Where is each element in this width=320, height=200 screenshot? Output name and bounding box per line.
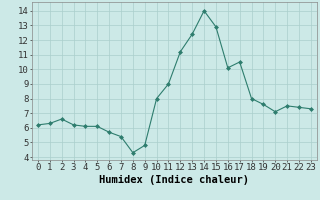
X-axis label: Humidex (Indice chaleur): Humidex (Indice chaleur) <box>100 175 249 185</box>
